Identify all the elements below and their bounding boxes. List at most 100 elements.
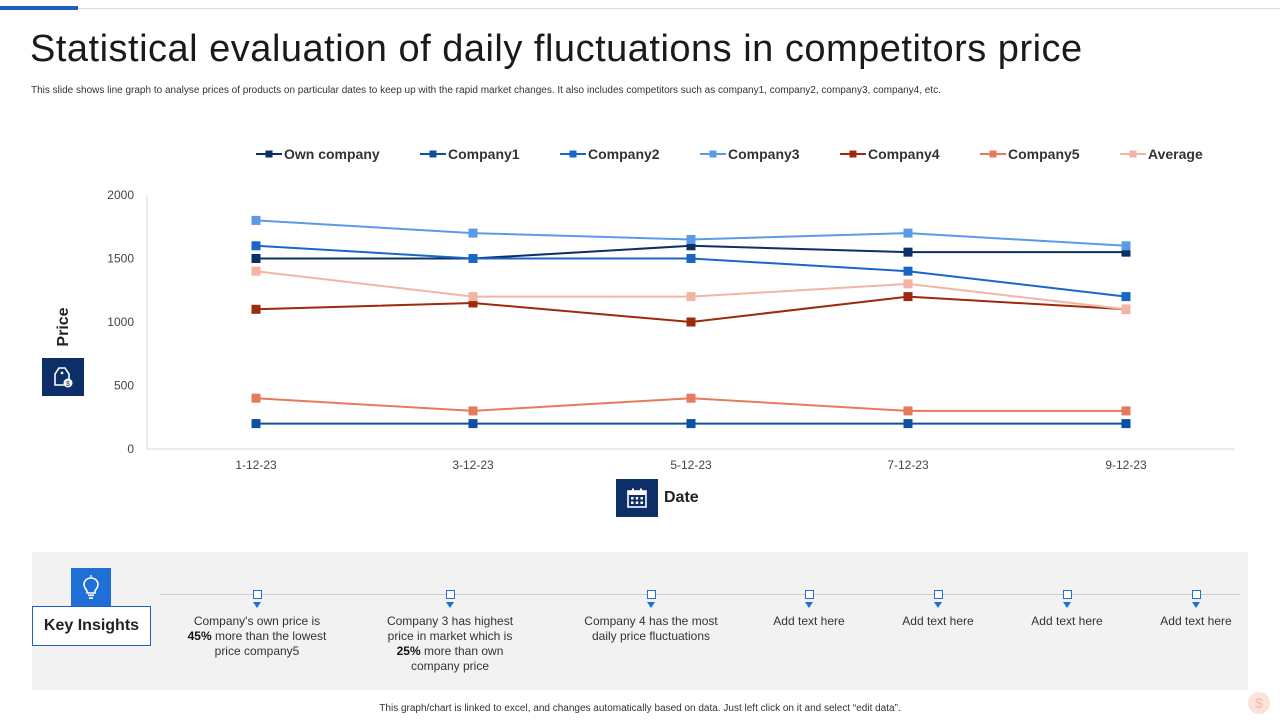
legend-item-average: Average xyxy=(1120,146,1203,162)
legend-label: Own company xyxy=(284,146,380,162)
timeline-marker xyxy=(252,590,262,599)
x-axis: 1-12-23 3-12-23 5-12-23 7-12-23 9-12-23 xyxy=(147,448,1235,472)
series-company2 xyxy=(251,241,1131,302)
insight-text: Add text here xyxy=(1031,614,1103,628)
price-line-chart[interactable]: Own company Company1 Company2 Company3 Compa… xyxy=(0,130,1280,530)
series-company5 xyxy=(251,393,1131,416)
data-point-company4 xyxy=(468,298,478,308)
y-tick-label: 2000 xyxy=(107,188,134,202)
data-point-company3 xyxy=(1121,241,1131,251)
legend-marker xyxy=(1129,150,1137,158)
series-line-company2 xyxy=(255,244,1127,298)
data-point-average xyxy=(1121,304,1131,314)
timeline-marker xyxy=(646,590,656,599)
series-company1 xyxy=(251,419,1131,429)
legend-item-company2: Company2 xyxy=(560,146,660,162)
timeline-marker xyxy=(1191,590,1201,599)
data-point-company3 xyxy=(251,215,261,225)
insight-item-7: Add text here xyxy=(1121,590,1271,629)
calendar-icon xyxy=(616,479,658,517)
x-axis-label: Date xyxy=(664,489,699,506)
insights-timeline xyxy=(160,594,1240,595)
x-tick-label: 3-12-23 xyxy=(452,458,494,472)
y-axis: 0 500 1000 1500 2000 xyxy=(107,188,148,456)
footer-note: This graph/chart is linked to excel, and… xyxy=(379,703,901,714)
data-point-own-company xyxy=(251,254,261,263)
data-point-company2 xyxy=(468,254,478,263)
data-point-company3 xyxy=(903,228,913,238)
insight-text: Add text here xyxy=(902,614,974,628)
x-tick-label: 7-12-23 xyxy=(887,458,929,472)
data-point-company5 xyxy=(468,406,478,416)
data-point-average xyxy=(686,292,696,302)
data-point-company4 xyxy=(903,292,913,302)
insight-item-1: Company's own price is 45% more than the… xyxy=(182,590,332,659)
insight-text: Company 3 has highest price in market wh… xyxy=(386,614,514,673)
timeline-arrow-icon xyxy=(1192,602,1200,608)
legend-label: Company5 xyxy=(1008,146,1080,162)
timeline-arrow-icon xyxy=(934,602,942,608)
y-axis-label: Price xyxy=(55,307,72,346)
data-point-own-company xyxy=(1121,247,1131,257)
data-point-company1 xyxy=(468,419,478,429)
data-point-company2 xyxy=(251,241,261,251)
data-point-company4 xyxy=(686,317,696,327)
data-point-company3 xyxy=(686,234,696,244)
series-line-average xyxy=(255,270,1127,311)
legend-label: Company4 xyxy=(868,146,940,162)
data-point-average xyxy=(251,266,261,276)
data-point-company4 xyxy=(251,304,261,314)
legend-marker xyxy=(709,150,717,158)
data-point-company2 xyxy=(903,266,913,276)
data-point-own-company xyxy=(903,247,913,257)
legend-marker xyxy=(569,150,577,158)
data-point-company1 xyxy=(686,419,696,429)
chart-legend: Own company Company1 Company2 Company3 Compa… xyxy=(256,146,1203,162)
insight-text: Add text here xyxy=(1160,614,1232,628)
data-point-average xyxy=(468,292,478,302)
y-tick-label: 500 xyxy=(114,379,134,393)
insight-text: Company 4 has the most daily price fluct… xyxy=(584,614,718,643)
legend-item-company3: Company3 xyxy=(700,146,800,162)
top-accent-bar xyxy=(0,6,78,10)
data-point-company1 xyxy=(1121,419,1131,429)
data-point-company1 xyxy=(903,419,913,429)
data-point-company5 xyxy=(903,406,913,416)
dollar-icon: $ xyxy=(1248,692,1270,714)
legend-item-company5: Company5 xyxy=(980,146,1080,162)
insight-item-6: Add text here xyxy=(992,590,1142,629)
x-tick-label: 5-12-23 xyxy=(670,458,712,472)
data-point-company5 xyxy=(251,393,261,403)
y-tick-label: 1000 xyxy=(107,315,134,329)
data-point-own-company xyxy=(686,241,696,251)
slide-subtitle: This slide shows line graph to analyse p… xyxy=(31,85,941,96)
insight-text: Company's own price is 45% more than the… xyxy=(187,614,327,658)
data-point-company2 xyxy=(1121,292,1131,302)
lightbulb-icon xyxy=(71,568,111,608)
y-tick-label: 1500 xyxy=(107,252,134,266)
timeline-marker xyxy=(933,590,943,599)
data-point-average xyxy=(903,279,913,289)
legend-item-company4: Company4 xyxy=(840,146,940,162)
timeline-arrow-icon xyxy=(253,602,261,608)
timeline-arrow-icon xyxy=(1063,602,1071,608)
series-layer xyxy=(251,215,1131,429)
insight-item-3: Company 4 has the most daily price fluct… xyxy=(576,590,726,644)
insight-text: Add text here xyxy=(773,614,845,628)
x-tick-label: 9-12-23 xyxy=(1105,458,1147,472)
legend-item-company1: Company1 xyxy=(420,146,520,162)
insight-item-2: Company 3 has highest price in market wh… xyxy=(375,590,525,674)
timeline-marker xyxy=(1062,590,1072,599)
timeline-arrow-icon xyxy=(805,602,813,608)
data-point-company5 xyxy=(686,393,696,403)
svg-text:$: $ xyxy=(66,381,70,388)
insights-panel xyxy=(32,552,1248,690)
legend-label: Company2 xyxy=(588,146,660,162)
timeline-marker xyxy=(804,590,814,599)
y-tick-label: 0 xyxy=(127,442,134,456)
top-rule xyxy=(0,8,1280,9)
data-point-company5 xyxy=(1121,406,1131,416)
x-tick-label: 1-12-23 xyxy=(235,458,277,472)
series-average xyxy=(251,266,1131,314)
legend-marker xyxy=(849,150,857,158)
